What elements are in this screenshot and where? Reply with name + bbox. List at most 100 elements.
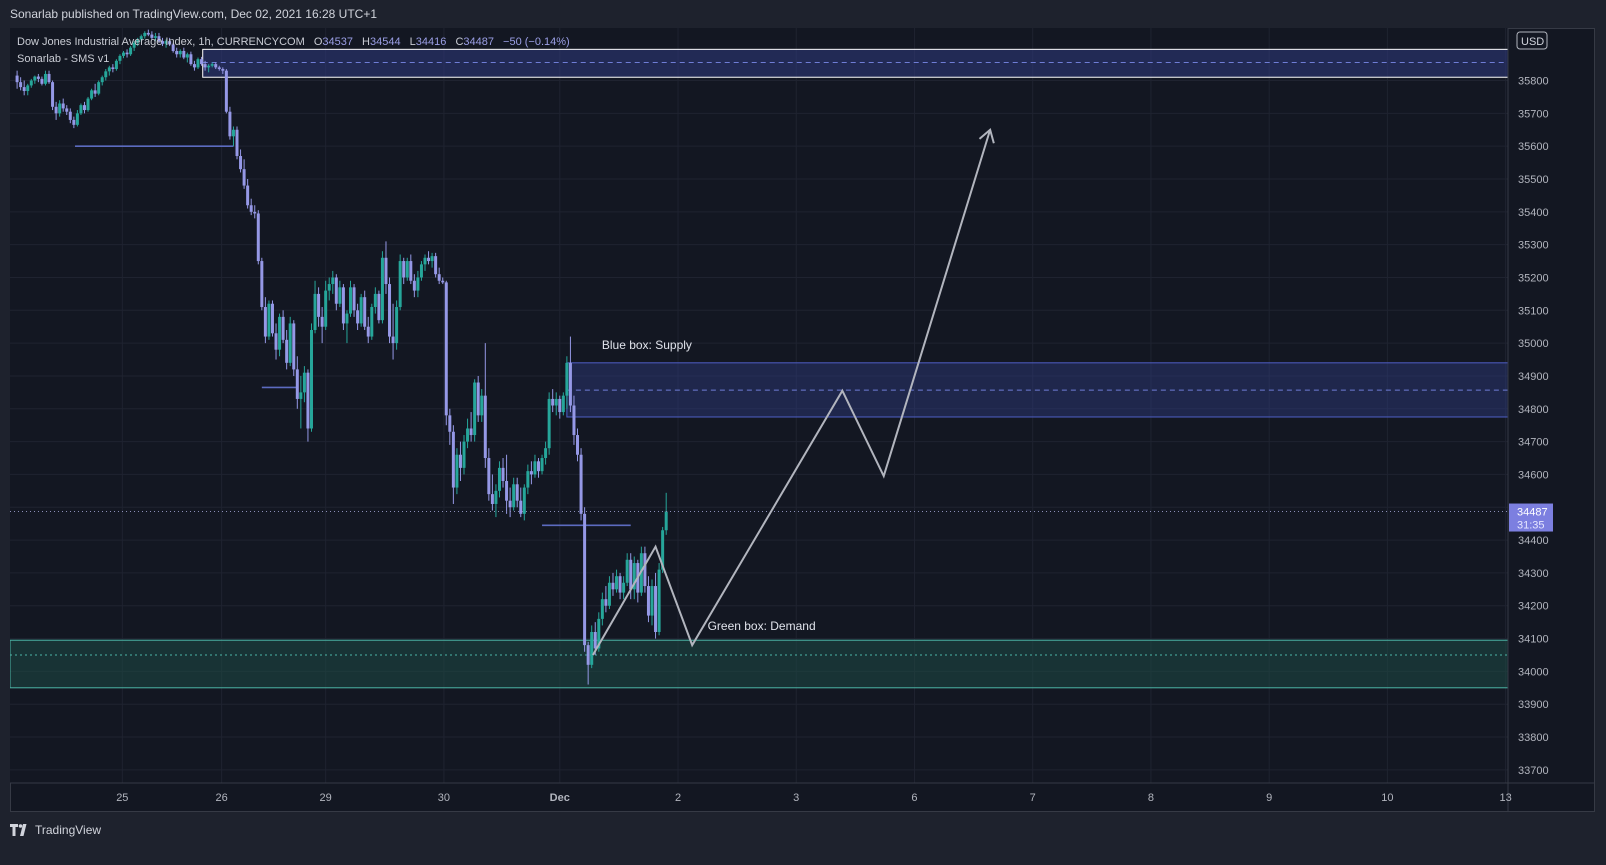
candle: [338, 280, 342, 308]
candle-body: [175, 50, 179, 55]
candle: [377, 290, 381, 324]
candle-body: [51, 82, 55, 107]
candle: [345, 310, 349, 344]
candle-body: [100, 77, 104, 83]
close-value: 34487: [463, 36, 494, 48]
candle: [405, 257, 409, 281]
change-value: −50 (−0.14%): [503, 36, 570, 48]
x-tick-label: 26: [216, 792, 228, 804]
currency-badge-frame: [1516, 31, 1548, 50]
candle: [466, 418, 470, 449]
candle-body: [299, 392, 303, 399]
candle-body: [476, 382, 480, 416]
candle-body: [373, 293, 377, 308]
candle: [622, 576, 626, 600]
candle: [270, 300, 274, 337]
candle-body: [583, 513, 587, 646]
candle-body: [391, 336, 395, 344]
x-tick-label: 8: [1148, 792, 1154, 804]
candle: [320, 307, 324, 344]
candle: [331, 270, 335, 294]
candle: [657, 563, 661, 636]
candle: [334, 274, 338, 311]
candle: [380, 251, 384, 324]
candle: [36, 73, 40, 83]
candle-body: [22, 87, 26, 92]
candle: [82, 101, 86, 114]
candle-body: [235, 129, 239, 157]
footer-branding: TradingView: [10, 820, 101, 840]
candle-body: [398, 261, 402, 308]
candle: [317, 287, 321, 327]
candle: [604, 586, 608, 613]
candle-body: [519, 500, 523, 514]
candle: [586, 641, 590, 685]
candle: [444, 280, 448, 426]
candle-body: [554, 398, 558, 406]
open-label: O: [313, 36, 323, 48]
candle-body: [107, 67, 111, 72]
candle-body: [196, 59, 200, 68]
x-tick-label: 30: [438, 792, 450, 804]
candle: [192, 60, 196, 71]
candle-body: [47, 73, 51, 83]
candle-body: [483, 395, 487, 459]
candle-body: [388, 284, 392, 337]
candle: [61, 98, 65, 112]
candle-body: [455, 454, 459, 488]
candle-body: [288, 323, 292, 363]
candle-body: [607, 582, 611, 606]
candle: [448, 408, 452, 445]
candle-body: [189, 54, 193, 65]
y-tick-label: 34700: [1518, 437, 1549, 449]
candle-body: [161, 41, 165, 44]
candle-body: [490, 494, 494, 504]
candle: [349, 280, 353, 317]
currency-badge[interactable]: USD: [1516, 31, 1548, 50]
candle-body: [664, 511, 668, 531]
candle-body: [217, 67, 221, 70]
candle: [341, 284, 345, 330]
candle-body: [58, 103, 62, 114]
candle-body: [249, 205, 253, 212]
candle-body: [214, 64, 218, 68]
candle-body: [437, 274, 441, 281]
candle-body: [260, 261, 264, 308]
candle: [221, 67, 225, 74]
candle: [409, 254, 413, 285]
candle-body: [224, 70, 228, 112]
y-tick-label: 35100: [1518, 305, 1549, 317]
symbol-description: Dow Jones Industrial Average Index, 1h, …: [17, 36, 305, 48]
indicator-legend-row[interactable]: Sonarlab - SMS v1: [17, 51, 570, 68]
candle: [189, 51, 193, 66]
candle-body: [153, 36, 157, 38]
y-tick-label: 34600: [1518, 469, 1549, 481]
candle: [423, 254, 427, 271]
candle: [526, 464, 530, 495]
x-tick-label: 2: [675, 792, 681, 804]
y-tick-label: 35000: [1518, 338, 1549, 350]
candle: [281, 310, 285, 344]
x-tick-label: 9: [1266, 792, 1272, 804]
candle: [139, 34, 143, 42]
y-tick-label: 34400: [1518, 535, 1549, 547]
candle: [388, 277, 392, 344]
candle: [497, 461, 501, 498]
candle: [143, 31, 147, 39]
x-tick-label: 29: [320, 792, 332, 804]
candle-body: [182, 50, 186, 58]
candle: [544, 441, 548, 465]
low-label: L: [409, 36, 416, 48]
candle: [196, 57, 200, 70]
high-label: H: [362, 36, 370, 48]
candle-body: [203, 64, 207, 68]
candle: [164, 39, 168, 48]
candle: [352, 284, 356, 317]
candle: [168, 37, 172, 47]
symbol-legend-row[interactable]: Dow Jones Industrial Average Index, 1h, …: [17, 34, 570, 51]
candle-body: [242, 169, 246, 186]
candle: [150, 31, 154, 40]
y-tick-label: 33700: [1518, 765, 1549, 777]
bar-countdown: 31:35: [1517, 520, 1545, 532]
